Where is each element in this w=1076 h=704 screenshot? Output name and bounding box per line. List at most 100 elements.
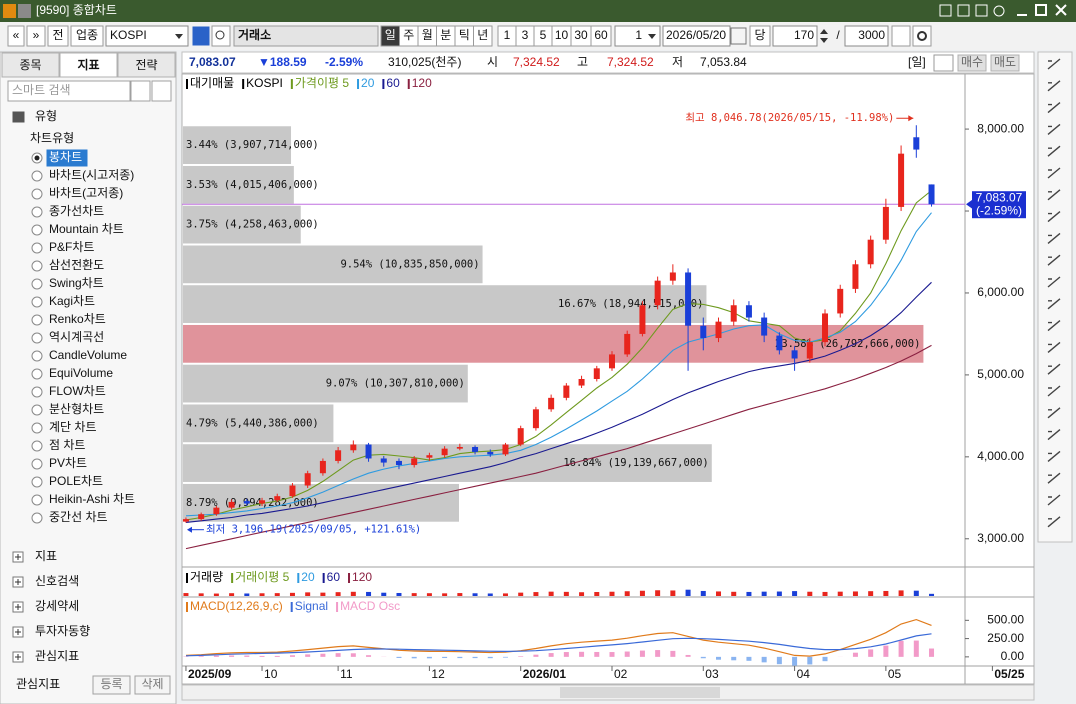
- radio-button[interactable]: [31, 476, 43, 488]
- volume-bar: [320, 592, 326, 596]
- tool-icon[interactable]: [1047, 516, 1061, 528]
- tool-icon[interactable]: [1047, 145, 1061, 157]
- maximize-button[interactable]: [1035, 4, 1047, 16]
- toolbar-button[interactable]: [7, 25, 25, 47]
- radio-button[interactable]: [31, 368, 43, 380]
- oscillator-bar: [366, 655, 372, 657]
- oscillator-bar: [442, 656, 448, 659]
- unit-input[interactable]: [614, 25, 661, 47]
- order-button-label: 매도: [994, 55, 1016, 69]
- today-button[interactable]: [749, 25, 771, 47]
- settings-button[interactable]: [933, 54, 954, 72]
- tool-icon[interactable]: [1047, 102, 1061, 114]
- search-button[interactable]: [211, 25, 231, 47]
- zoom-button[interactable]: [891, 25, 911, 47]
- tool-icon[interactable]: [1047, 385, 1061, 397]
- control-icon[interactable]: [939, 4, 952, 17]
- tool-icon[interactable]: [1047, 450, 1061, 462]
- toolbar-button[interactable]: [70, 25, 104, 47]
- tool-icon[interactable]: [1047, 341, 1061, 353]
- tool-icon[interactable]: [1047, 254, 1061, 266]
- toolbar-button[interactable]: [26, 25, 46, 47]
- tool-icon[interactable]: [1047, 407, 1061, 419]
- legend-label: MACD Osc: [340, 599, 400, 613]
- dropdown-arrow: [175, 34, 183, 39]
- tool-icon[interactable]: [1047, 58, 1061, 70]
- tool-icon[interactable]: [1047, 80, 1061, 92]
- radio-button[interactable]: [31, 440, 43, 452]
- volume-bar: [868, 591, 874, 596]
- close-button[interactable]: [1055, 4, 1067, 16]
- market-text: 거래소: [238, 27, 271, 42]
- radio-button[interactable]: [31, 386, 43, 398]
- toolbar-button[interactable]: [47, 25, 69, 47]
- radio-button[interactable]: [31, 458, 43, 470]
- interval-button[interactable]: [590, 25, 612, 47]
- radio-button[interactable]: [31, 332, 43, 344]
- tool-icon[interactable]: [1047, 320, 1061, 332]
- tool-icon[interactable]: [1047, 167, 1061, 179]
- period-button[interactable]: [473, 25, 493, 47]
- y-tick-label: 8,000.00: [977, 121, 1024, 135]
- radio-button[interactable]: [31, 224, 43, 236]
- candle-body: [380, 458, 387, 463]
- radio-button[interactable]: [31, 296, 43, 308]
- quote-low-label: 저: [672, 55, 683, 69]
- settings-button[interactable]: [912, 25, 932, 47]
- search-button[interactable]: [130, 80, 151, 102]
- volume-profile-bar: [183, 364, 468, 403]
- control-icon[interactable]: [957, 4, 970, 17]
- tool-icon[interactable]: [1047, 494, 1061, 506]
- radio-button[interactable]: [31, 260, 43, 272]
- expand-button[interactable]: [151, 80, 172, 102]
- tool-icon[interactable]: [1047, 363, 1061, 375]
- panel-tab[interactable]: [117, 52, 176, 78]
- date-input[interactable]: [662, 25, 731, 47]
- tool-icon[interactable]: [1047, 189, 1061, 201]
- calendar-button[interactable]: [730, 27, 747, 45]
- control-icon[interactable]: [993, 5, 1005, 17]
- radio-button[interactable]: [31, 350, 43, 362]
- legend-label: 대기매물: [190, 76, 234, 90]
- radio-button[interactable]: [31, 242, 43, 254]
- radio-button[interactable]: [31, 170, 43, 182]
- tool-icon[interactable]: [1047, 123, 1061, 135]
- radio-button[interactable]: [31, 494, 43, 506]
- tool-icon[interactable]: [1047, 276, 1061, 288]
- radio-button[interactable]: [31, 278, 43, 290]
- tool-icon[interactable]: [1047, 298, 1061, 310]
- tool-icon[interactable]: [1047, 472, 1061, 484]
- search-input[interactable]: [7, 80, 131, 102]
- max-count-input[interactable]: [844, 25, 889, 47]
- radio-button[interactable]: [31, 404, 43, 416]
- symbol-input[interactable]: [105, 25, 189, 47]
- footer-button[interactable]: [92, 675, 131, 695]
- volume-bar: [213, 593, 219, 596]
- panel-tab[interactable]: [59, 52, 118, 78]
- spinner[interactable]: [820, 29, 828, 43]
- tool-icon[interactable]: [1047, 429, 1061, 441]
- volume-bar: [305, 592, 311, 596]
- scroll-thumb[interactable]: [560, 687, 720, 698]
- tool-icon[interactable]: [1047, 232, 1061, 244]
- count-input[interactable]: [772, 25, 818, 47]
- radio-button[interactable]: [31, 188, 43, 200]
- order-button[interactable]: [990, 54, 1020, 72]
- y-tick-label: 6,000.00: [977, 285, 1024, 299]
- order-button[interactable]: [957, 54, 987, 72]
- y-tick-label: 0.00: [1001, 649, 1025, 663]
- chart-type-option: Mountain 차트: [49, 222, 124, 236]
- code-icon[interactable]: [192, 26, 210, 46]
- x-tick-label: 05/25: [994, 667, 1024, 681]
- oscillator-bar: [548, 653, 554, 657]
- radio-button[interactable]: [31, 314, 43, 326]
- tool-icon[interactable]: [1047, 211, 1061, 223]
- radio-button[interactable]: [31, 206, 43, 218]
- radio-button[interactable]: [31, 422, 43, 434]
- panel-tab[interactable]: [1, 52, 60, 78]
- footer-button[interactable]: [134, 675, 171, 695]
- oscillator-bar: [716, 656, 722, 660]
- control-icon[interactable]: [975, 4, 988, 17]
- radio-button[interactable]: [31, 512, 43, 524]
- help-icon[interactable]: [18, 4, 31, 18]
